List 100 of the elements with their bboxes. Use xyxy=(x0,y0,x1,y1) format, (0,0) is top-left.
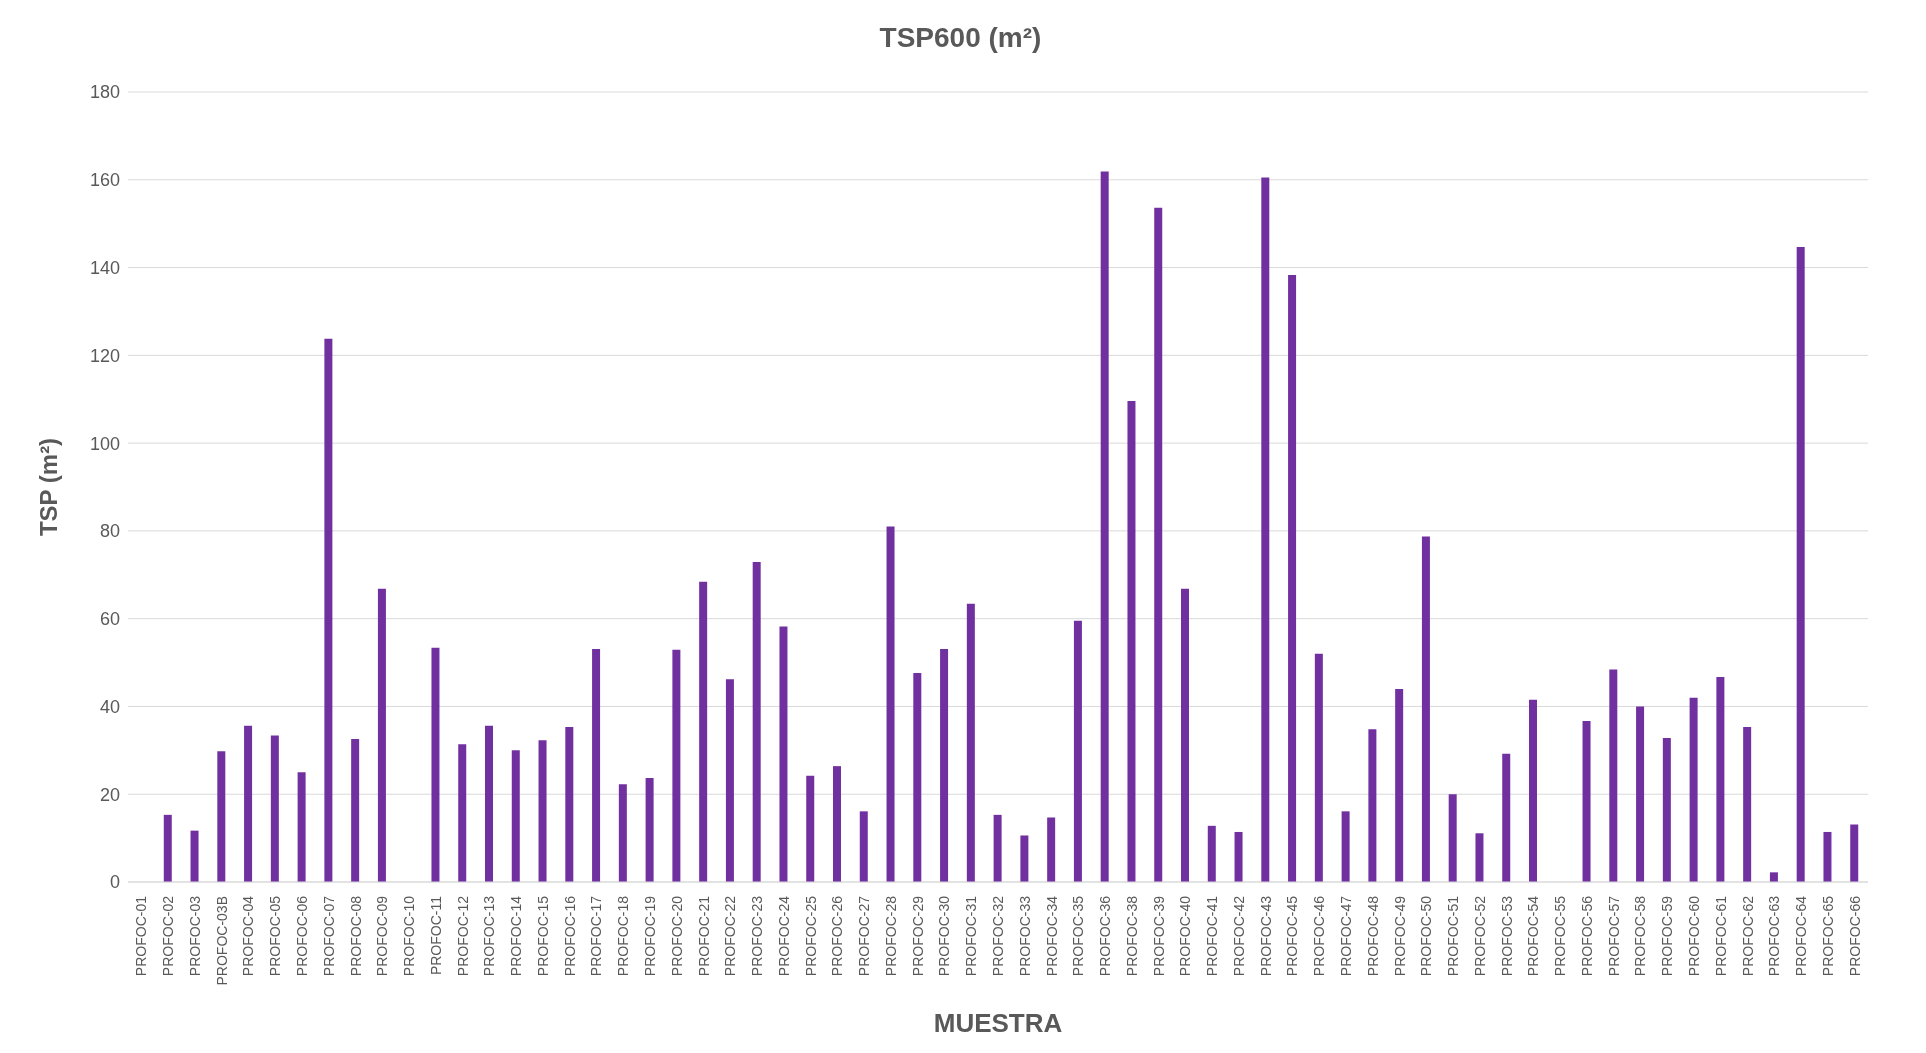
bar xyxy=(1609,669,1618,882)
bar xyxy=(940,648,949,882)
bar xyxy=(672,649,681,882)
bar xyxy=(190,830,199,882)
x-tick-label: PROFOC-58 xyxy=(1632,895,1649,977)
bar xyxy=(565,727,574,882)
x-tick-label: PROFOC-46 xyxy=(1311,895,1328,977)
bar xyxy=(1100,171,1109,882)
x-tick-label: PROFOC-04 xyxy=(240,895,257,977)
x-tick-label: PROFOC-02 xyxy=(160,895,177,977)
bar xyxy=(1047,817,1056,882)
x-tick-label: PROFOC-32 xyxy=(990,895,1006,977)
bar xyxy=(1475,833,1484,882)
x-tick-label: PROFOC-45 xyxy=(1284,895,1301,977)
x-tick-label: PROFOC-35 xyxy=(1070,895,1087,977)
x-tick-label: PROFOC-25 xyxy=(802,895,819,977)
bar xyxy=(886,526,895,882)
x-tick-label: PROFOC-18 xyxy=(615,895,632,977)
x-tick-label: PROFOC-26 xyxy=(829,895,846,977)
x-tick-label: PROFOC-14 xyxy=(508,895,525,977)
bar xyxy=(244,725,253,882)
bar xyxy=(1421,536,1430,882)
x-tick-label: PROFOC-40 xyxy=(1177,895,1194,977)
bar xyxy=(351,738,360,882)
x-tick-label: PROFOC-17 xyxy=(588,895,605,977)
x-tick-label: PROFOC-34 xyxy=(1043,895,1060,977)
bar xyxy=(1529,699,1537,882)
x-tick-label: PROFOC-10 xyxy=(401,895,418,977)
x-tick-label: PROFOC-13 xyxy=(481,895,498,977)
bar xyxy=(217,751,226,882)
bar xyxy=(270,735,279,882)
bar xyxy=(1662,738,1671,882)
x-tick-label: PROFOC-16 xyxy=(561,895,578,977)
x-tick-label: PROFOC-61 xyxy=(1712,895,1729,977)
x-tick-label: PROFOC-05 xyxy=(267,895,284,977)
bar xyxy=(1395,688,1404,882)
bar xyxy=(431,647,440,882)
bar xyxy=(592,648,601,882)
x-tick-label: PROFOC-63 xyxy=(1766,895,1783,977)
bar xyxy=(1796,246,1805,882)
bar xyxy=(1850,824,1859,882)
bar xyxy=(1582,720,1591,882)
x-tick-label: PROFOC-20 xyxy=(668,895,685,977)
x-tick-label: PROFOC-24 xyxy=(775,895,792,977)
y-tick-label: 40 xyxy=(99,696,120,717)
x-tick-label: PROFOC-28 xyxy=(882,895,899,977)
x-tick-label: PROFOC-33 xyxy=(1016,895,1033,977)
bar xyxy=(538,740,547,882)
y-axis-title: TSP (m²) xyxy=(34,437,62,537)
x-tick-label: PROFOC-62 xyxy=(1739,895,1756,977)
y-tick-label: 100 xyxy=(89,433,120,454)
bar xyxy=(1636,706,1645,882)
x-tick-label: PROFOC-50 xyxy=(1418,895,1435,977)
x-tick-label: PROFOC-38 xyxy=(1123,895,1140,977)
x-tick-label: PROFOC-59 xyxy=(1659,895,1676,977)
bar xyxy=(458,744,467,882)
x-tick-label: PROFOC-66 xyxy=(1846,895,1863,977)
bar xyxy=(1341,811,1350,882)
bar xyxy=(806,775,815,882)
bar xyxy=(377,588,386,882)
y-tick-label: 180 xyxy=(89,82,120,103)
x-tick-label: PROFOC-30 xyxy=(936,895,953,977)
x-tick-label: PROFOC-52 xyxy=(1471,895,1488,977)
bar xyxy=(966,603,975,882)
bar xyxy=(833,766,841,882)
x-tick-label: PROFOC-07 xyxy=(320,895,337,977)
x-tick-label: PROFOC-43 xyxy=(1257,895,1274,977)
x-tick-label: PROFOC-29 xyxy=(909,895,926,977)
x-tick-label: PROFOC-56 xyxy=(1578,895,1595,977)
x-tick-label: PROFOC-55 xyxy=(1552,895,1569,977)
x-tick-label: PROFOC-22 xyxy=(722,895,739,977)
bar xyxy=(1207,825,1216,882)
x-tick-label: PROFOC-51 xyxy=(1445,895,1462,977)
bar xyxy=(779,626,788,882)
x-tick-label: PROFOC-41 xyxy=(1204,895,1221,977)
y-tick-label: 0 xyxy=(109,872,120,893)
y-tick-label: 140 xyxy=(89,257,120,278)
y-tick-label: 160 xyxy=(89,170,120,191)
bar xyxy=(324,338,333,882)
chart-title: TSP600 (m²) xyxy=(878,21,1043,55)
x-tick-label: PROFOC-42 xyxy=(1230,895,1247,977)
y-tick-label: 20 xyxy=(99,784,120,805)
x-axis-title: MUESTRA xyxy=(933,1008,1063,1038)
bar xyxy=(297,772,306,882)
bar xyxy=(1716,677,1725,882)
x-tick-label: PROFOC-19 xyxy=(642,895,658,977)
bar xyxy=(752,562,761,882)
bar xyxy=(725,679,734,882)
bar xyxy=(163,814,172,882)
bar xyxy=(1154,207,1163,882)
x-tick-label: PROFOC-64 xyxy=(1793,895,1810,977)
y-tick-label: 80 xyxy=(99,521,120,542)
bar xyxy=(511,750,520,882)
bar xyxy=(859,811,868,882)
bar xyxy=(1234,831,1243,882)
x-tick-label: PROFOC-08 xyxy=(347,895,364,977)
bar xyxy=(1073,620,1082,882)
x-tick-label: PROFOC-12 xyxy=(454,895,471,977)
bar xyxy=(1769,872,1778,882)
x-tick-label: PROFOC-31 xyxy=(963,895,980,977)
